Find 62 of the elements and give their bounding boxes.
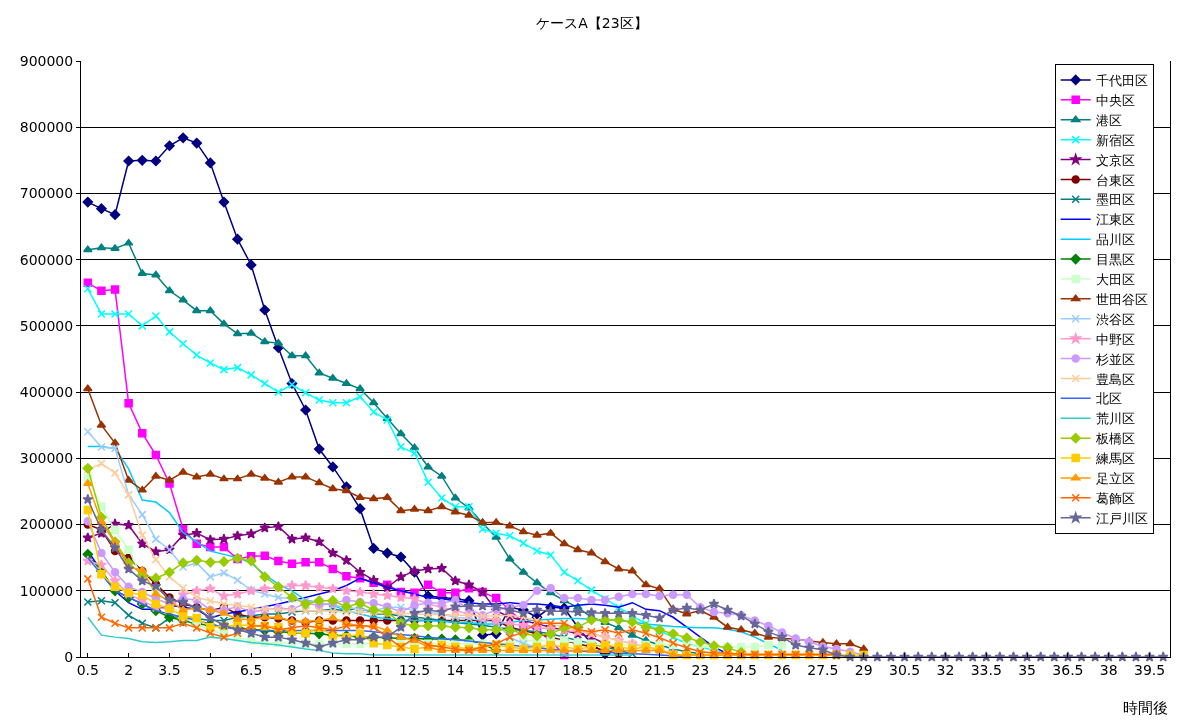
x-tick-label: 3.5 bbox=[158, 661, 181, 678]
x-tick-label: 26 bbox=[773, 661, 792, 678]
x-tick-label: 29 bbox=[854, 661, 873, 678]
legend-label: 大田区 bbox=[1095, 272, 1135, 287]
y-tick-label: 300000 bbox=[19, 450, 74, 467]
legend-label: 中央区 bbox=[1095, 92, 1135, 108]
y-tick-label: 600000 bbox=[19, 251, 74, 268]
x-tick-label: 24.5 bbox=[725, 661, 757, 678]
x-tick-label: 32 bbox=[936, 661, 955, 678]
legend-label: 江戸川区 bbox=[1095, 510, 1148, 526]
x-tick-label: 8 bbox=[287, 661, 297, 678]
x-tick-label: 23 bbox=[691, 661, 710, 678]
x-tick-label: 35 bbox=[1018, 661, 1036, 678]
x-tick-label: 21.5 bbox=[643, 661, 676, 678]
legend-label: 墨田区 bbox=[1095, 192, 1135, 208]
x-tick-label: 6.5 bbox=[240, 661, 263, 678]
legend-label: 渋谷区 bbox=[1095, 311, 1135, 327]
legend-label: 品川区 bbox=[1095, 232, 1135, 248]
x-tick-label: 30.5 bbox=[888, 661, 921, 678]
y-tick-label: 500000 bbox=[19, 317, 74, 334]
x-tick-label: 33.5 bbox=[970, 661, 1002, 678]
x-tick-label: 2 bbox=[124, 661, 134, 678]
x-tick-label: 5 bbox=[205, 661, 215, 678]
x-tick-label: 0.5 bbox=[76, 661, 99, 678]
legend-label: 葛飾区 bbox=[1095, 490, 1135, 506]
x-axis-title: 時間後 bbox=[1123, 699, 1168, 717]
y-tick-label: 100000 bbox=[19, 582, 74, 599]
legend-label: 港区 bbox=[1095, 112, 1122, 128]
legend-label: 板橋区 bbox=[1094, 431, 1135, 447]
x-tick-label: 39.5 bbox=[1133, 661, 1166, 678]
x-tick-label: 17 bbox=[528, 661, 546, 678]
x-tick-label: 20 bbox=[609, 661, 628, 678]
legend-label: 文京区 bbox=[1095, 152, 1135, 168]
y-tick-label: 200000 bbox=[19, 516, 74, 533]
legend-label: 世田谷区 bbox=[1095, 291, 1148, 307]
legend-label: 荒川区 bbox=[1095, 411, 1135, 427]
x-tick-label: 12.5 bbox=[398, 661, 431, 678]
x-tick-label: 9.5 bbox=[321, 661, 344, 678]
legend-label: 新宿区 bbox=[1095, 132, 1135, 148]
x-tick-label: 38 bbox=[1099, 661, 1118, 678]
y-tick-label: 400000 bbox=[19, 384, 74, 401]
y-tick-label: 800000 bbox=[19, 119, 74, 136]
legend-label: 千代田区 bbox=[1095, 73, 1148, 88]
chart-title: ケースA【23区】 bbox=[536, 14, 648, 31]
legend-label: 豊島区 bbox=[1095, 371, 1135, 387]
y-tick-label: 900000 bbox=[19, 52, 74, 69]
legend-label: 練馬区 bbox=[1094, 451, 1135, 467]
legend-label: 足立区 bbox=[1095, 471, 1135, 486]
legend-label: 中野区 bbox=[1095, 331, 1135, 347]
legend-label: 江東区 bbox=[1095, 212, 1135, 228]
x-tick-label: 15.5 bbox=[480, 661, 512, 678]
legend-label: 目黒区 bbox=[1095, 252, 1135, 268]
y-tick-label: 700000 bbox=[19, 185, 74, 202]
legend-label: 台東区 bbox=[1095, 172, 1135, 188]
legend-label: 北区 bbox=[1095, 391, 1122, 407]
y-tick-label: 0 bbox=[64, 648, 74, 665]
x-tick-label: 27.5 bbox=[807, 661, 839, 678]
x-tick-label: 11 bbox=[364, 661, 383, 678]
x-tick-label: 14 bbox=[446, 661, 465, 678]
x-tick-label: 36.5 bbox=[1052, 661, 1084, 678]
x-tick-label: 18.5 bbox=[562, 661, 594, 678]
legend-label: 杉並区 bbox=[1094, 351, 1135, 367]
